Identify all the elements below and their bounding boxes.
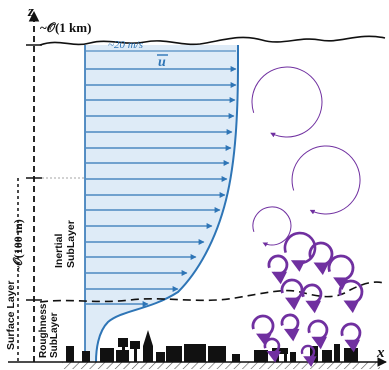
building [344,348,358,362]
building [130,341,140,349]
x-axis-label: x [376,345,385,361]
eddy-icon [283,231,317,272]
building [118,338,128,347]
z-axis-label: z [27,4,34,20]
building [166,346,182,362]
velocity-profile [84,45,239,363]
eddy-icon [340,322,362,353]
eddy-icon [267,254,289,285]
building [184,344,206,362]
eddy-icon [251,314,275,347]
building [82,351,90,362]
city-skyline-icon [66,330,358,362]
building [143,330,153,362]
eddy-icon [300,344,317,367]
roughness-sublayer-label: Roughness SubLayer [38,301,60,358]
boundary-layer-top [39,35,386,46]
building [100,348,114,362]
building [322,350,332,362]
eddies [251,66,364,367]
profile-fill [85,45,238,362]
eddy-icon [338,279,364,314]
building [66,346,74,362]
eddy-icon [251,66,323,138]
speed-label: ~20 m/s [108,39,143,51]
eddy-icon [280,278,304,311]
ground-hatch [62,362,380,369]
building [134,348,137,362]
eddy-icon [263,337,282,363]
roughness-sublayer-boundary [39,281,385,303]
eddy-icon [308,241,334,276]
profile-curve [95,45,239,363]
layer-height-label: ~𝒪(100 m) [11,219,25,272]
mean-velocity-label: u [158,55,166,70]
building [254,350,268,362]
building [290,352,296,362]
eddy-icon [307,319,329,350]
eddy-icon [252,206,292,247]
surface-layer-label: Surface Layer [5,281,17,350]
eddy-icon [280,313,300,342]
building [208,346,226,362]
building [116,350,129,362]
height-top-label: ~𝒪(1 km) [40,20,91,35]
velocity-arrows [86,66,237,307]
building [334,344,340,362]
building [276,354,279,362]
inertial-sublayer-label: Inertial SubLayer [53,220,77,268]
eddy-icon [327,254,355,290]
building [284,354,287,362]
eddy-icon [291,145,361,215]
building [156,352,165,362]
building [232,354,240,362]
eddy-icon [301,283,323,314]
